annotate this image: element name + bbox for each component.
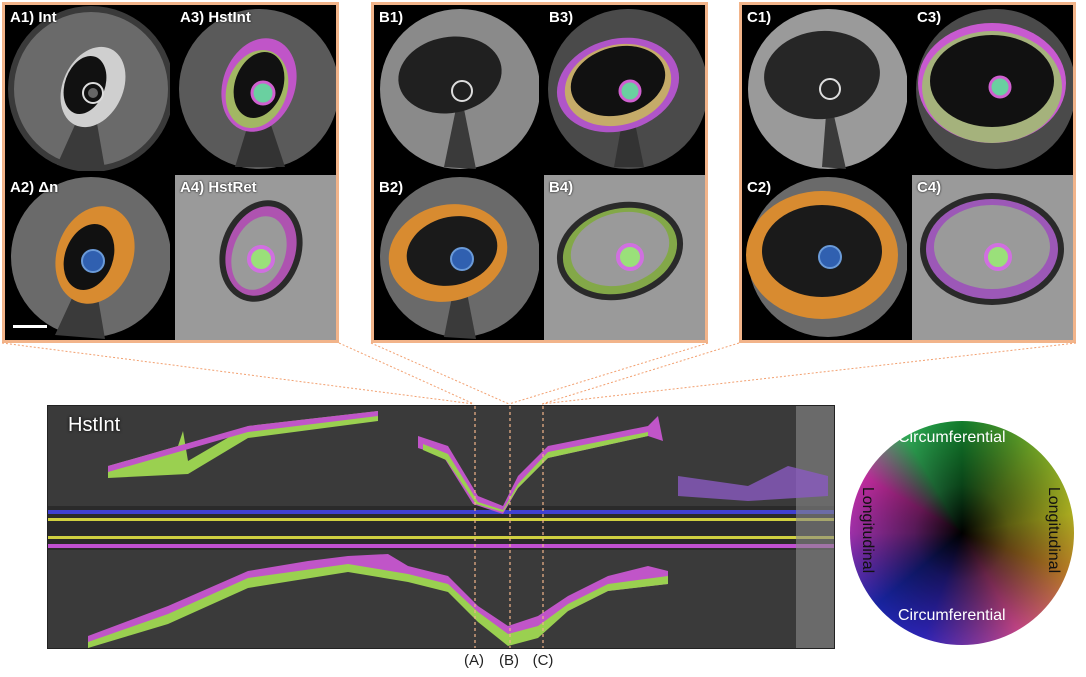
oct-image-b4 bbox=[556, 201, 684, 301]
scale-bar bbox=[13, 325, 47, 328]
panel-label-b1: B1) bbox=[379, 9, 404, 26]
panel-label-c2: C2) bbox=[747, 179, 772, 196]
tile-b3: B3) bbox=[544, 5, 705, 171]
panel-label-a3: A3) HstInt bbox=[180, 9, 251, 26]
panel-label-a4: A4) HstRet bbox=[180, 179, 257, 196]
panel-label-b3: B3) bbox=[549, 9, 574, 26]
marker-b-label: (B) bbox=[499, 652, 519, 669]
panel-group-c: C1) C3) C2) C4) bbox=[739, 2, 1076, 343]
panel-label-a1: A1) Int bbox=[10, 9, 57, 26]
orientation-color-wheel: Circumferential Circumferential Longitud… bbox=[850, 421, 1074, 645]
panel-label-c1: C1) bbox=[747, 9, 772, 26]
tile-c2: C2) bbox=[742, 175, 907, 340]
color-wheel-disc bbox=[850, 421, 1074, 645]
position-markers-lines bbox=[474, 406, 544, 648]
tile-b1: B1) bbox=[374, 5, 539, 171]
longitudinal-view: HstInt bbox=[47, 405, 835, 649]
tile-b2: B2) bbox=[374, 175, 539, 340]
tile-c1: C1) bbox=[742, 5, 907, 171]
marker-a-label: (A) bbox=[464, 652, 484, 669]
marker-c-label: (C) bbox=[532, 652, 554, 669]
oct-image-a4 bbox=[219, 200, 303, 302]
wheel-label-left: Longitudinal bbox=[859, 486, 877, 574]
longitudinal-image bbox=[48, 406, 834, 648]
tile-a3-hstint: A3) HstInt bbox=[175, 5, 336, 171]
oct-image-c2 bbox=[746, 177, 907, 337]
tile-a2-birefringence: A2) Δn bbox=[5, 175, 170, 340]
panel-label-c3: C3) bbox=[917, 9, 942, 26]
oct-image-c4 bbox=[920, 193, 1064, 305]
oct-image-a1 bbox=[8, 6, 170, 171]
tile-a1-intensity: A1) Int bbox=[5, 5, 170, 171]
longitudinal-view-title: HstInt bbox=[68, 414, 121, 436]
panel-label-a2: A2) Δn bbox=[10, 179, 59, 196]
oct-image-c3 bbox=[916, 9, 1073, 169]
panel-label-b2: B2) bbox=[379, 179, 404, 196]
tile-c4: C4) bbox=[912, 175, 1073, 340]
panel-group-a: A1) Int A3) HstInt A2) Δn A4) bbox=[2, 2, 339, 343]
wheel-label-top: Circumferential bbox=[898, 429, 1006, 446]
tile-c3: C3) bbox=[912, 5, 1073, 171]
panel-label-b4: B4) bbox=[549, 179, 574, 196]
oct-image-c1 bbox=[748, 9, 907, 169]
oct-image-b3 bbox=[548, 9, 705, 169]
oct-image-b2 bbox=[380, 177, 539, 339]
tile-a4-hstret: A4) HstRet bbox=[175, 175, 336, 340]
panel-label-c4: C4) bbox=[917, 179, 942, 196]
panel-group-b: B1) B3) B2) B4) bbox=[371, 2, 708, 343]
oct-image-b1 bbox=[380, 9, 539, 169]
tile-b4: B4) bbox=[544, 175, 705, 340]
wheel-label-right: Longitudinal bbox=[1045, 486, 1063, 574]
oct-image-a2 bbox=[11, 177, 170, 339]
wheel-label-bottom: Circumferential bbox=[898, 607, 1006, 624]
oct-image-a3 bbox=[179, 9, 336, 169]
